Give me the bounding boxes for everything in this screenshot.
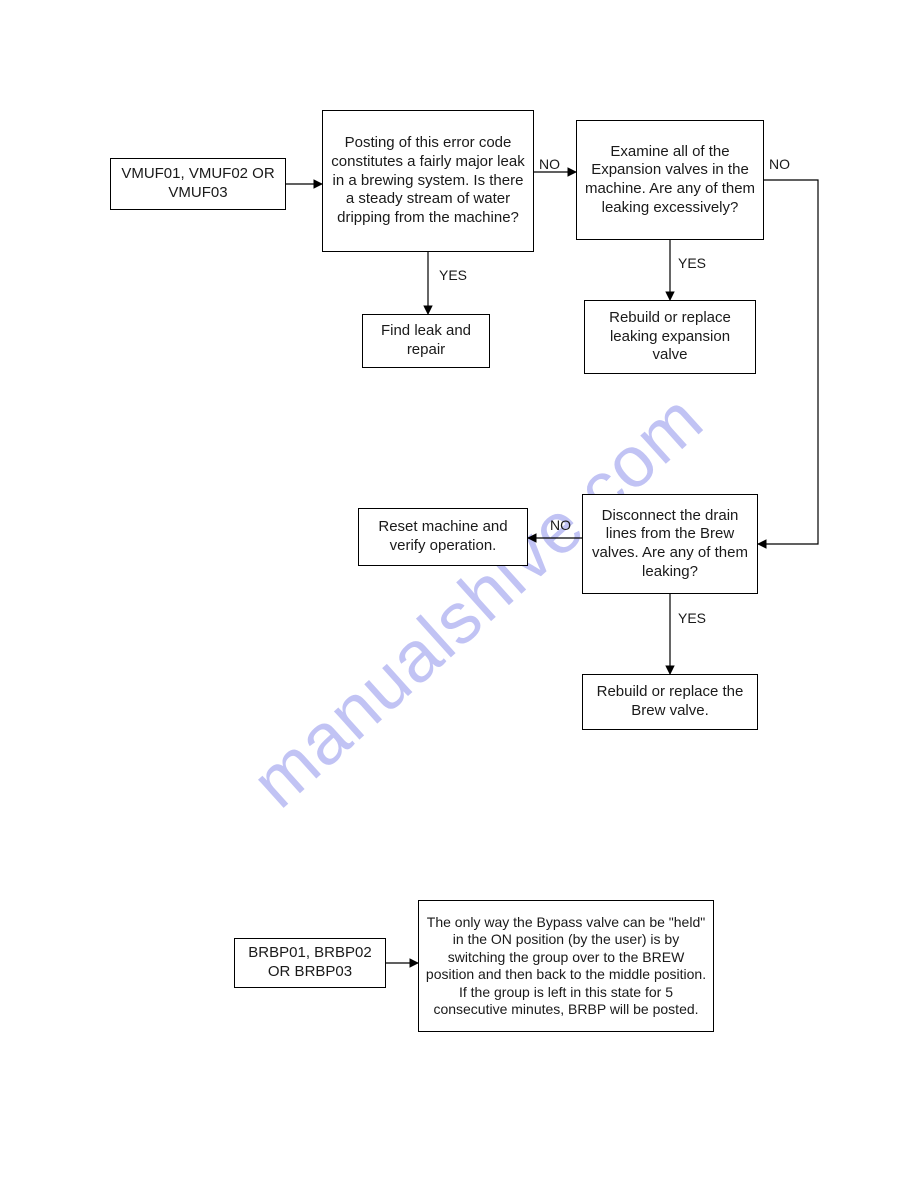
node-brbp-codes: BRBP01, BRBP02 OR BRBP03 [234, 938, 386, 988]
edge-label-drain-no: NO [550, 517, 571, 533]
edge-label-post-yes: YES [439, 267, 467, 283]
watermark-text: manualshive.com [236, 378, 718, 824]
node-rebuild-exp: Rebuild or replace leaking expansion val… [584, 300, 756, 374]
node-posting-error: Posting of this error code constitutes a… [322, 110, 534, 252]
node-vmuf-codes: VMUF01, VMUF02 OR VMUF03 [110, 158, 286, 210]
node-reset-machine: Reset machine and verify operation. [358, 508, 528, 566]
edge-label-post-no: NO [539, 156, 560, 172]
edge-label-exam-no: NO [769, 156, 790, 172]
node-rebuild-brew: Rebuild or replace the Brew valve. [582, 674, 758, 730]
edge-label-drain-yes: YES [678, 610, 706, 626]
node-examine-exp: Examine all of the Expansion valves in t… [576, 120, 764, 240]
node-find-leak: Find leak and repair [362, 314, 490, 368]
edge-examine_exp-to-drain_lines [758, 180, 818, 544]
node-drain-lines: Disconnect the drain lines from the Brew… [582, 494, 758, 594]
node-bypass-text: The only way the Bypass valve can be "he… [418, 900, 714, 1032]
edge-label-exam-yes: YES [678, 255, 706, 271]
